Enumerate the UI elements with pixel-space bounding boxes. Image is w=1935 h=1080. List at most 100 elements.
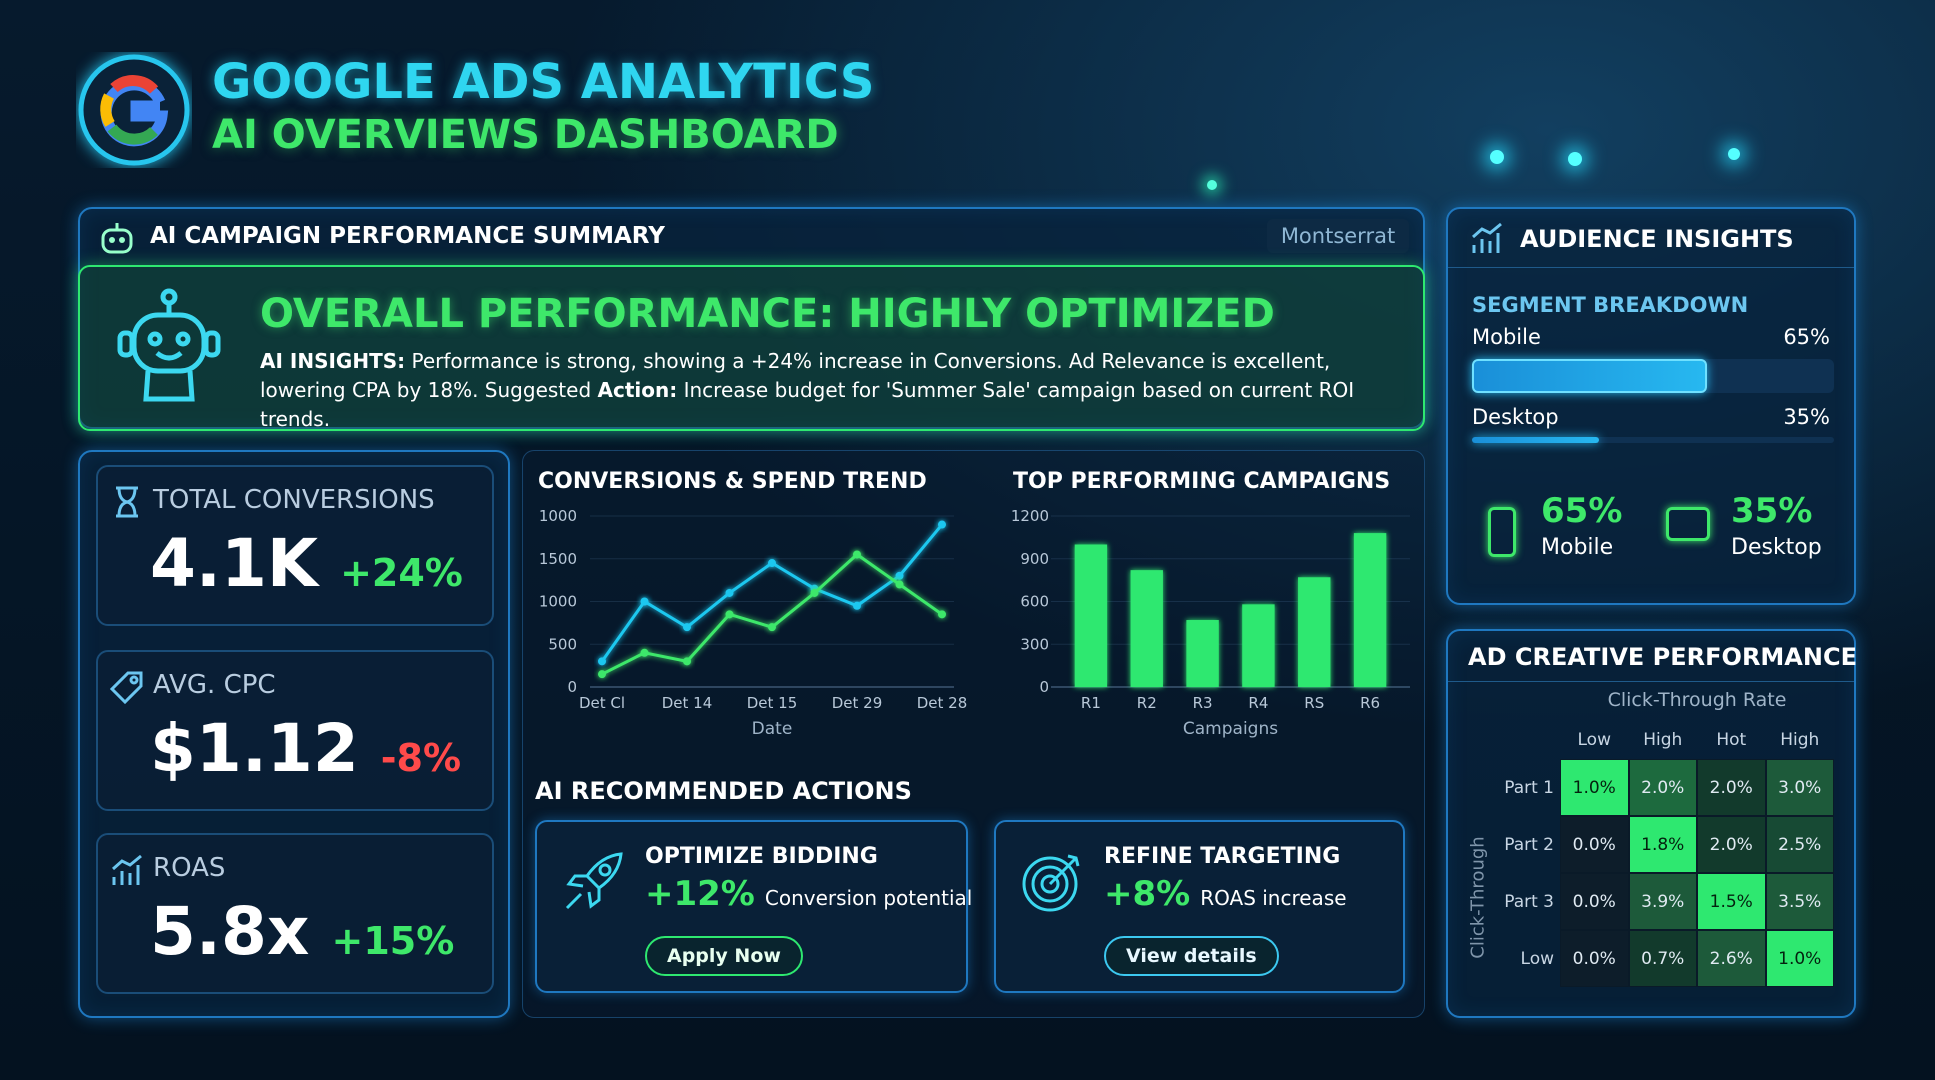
kpi-change: -8% — [380, 736, 462, 780]
action-metric-row: +8% ROAS increase — [1104, 874, 1347, 914]
bot-icon — [101, 223, 133, 254]
row-label: Part 3 — [1504, 891, 1554, 912]
y-tick-label: 1500 — [539, 550, 577, 568]
kpi-label: ROAS — [153, 853, 226, 883]
chart-title: TOP PERFORMING CAMPAIGNS — [1013, 469, 1390, 494]
row-label: Part 2 — [1504, 834, 1554, 855]
audience-title: AUDIENCE INSIGHTS — [1520, 225, 1794, 253]
heatmap-cell: 2.0% — [1628, 759, 1697, 816]
tag-icon — [110, 671, 143, 704]
insights: AI INSIGHTS: Performance is strong, show… — [260, 347, 1390, 434]
kpi-value: 5.8x — [150, 893, 310, 970]
y-tick-label: 0 — [567, 678, 577, 696]
bar — [1074, 544, 1108, 687]
action-card: OPTIMIZE BIDDING +12% Conversion potentia… — [535, 820, 972, 993]
heatmap-cell: 1.8% — [1628, 816, 1697, 873]
divider — [1448, 267, 1854, 268]
segment-title: SEGMENT BREAKDOWN — [1472, 293, 1749, 317]
divider — [1448, 681, 1854, 682]
audience-panel: AUDIENCE INSIGHTS SEGMENT BREAKDOWN Mobi… — [1446, 207, 1856, 605]
x-tick-label: R3 — [1193, 694, 1213, 712]
chart-icon — [1472, 222, 1502, 253]
kpi-value: $1.12 — [150, 710, 359, 787]
bar — [1186, 620, 1219, 687]
bar — [1242, 604, 1275, 687]
heatmap-cell: 0.0% — [1560, 873, 1629, 930]
data-point — [938, 520, 946, 529]
heatmap-cell: 3.9% — [1628, 873, 1697, 930]
data-point — [640, 597, 649, 606]
summary-panel: AI CAMPAIGN PERFORMANCE SUMMARY Montserr… — [78, 207, 1425, 431]
title: GOOGLE ADS ANALYTICS — [212, 54, 875, 110]
x-tick-label: R6 — [1360, 694, 1380, 712]
summary-title: AI CAMPAIGN PERFORMANCE SUMMARY — [150, 223, 665, 249]
device-icon — [1666, 507, 1710, 541]
heatmap-cell: 2.6% — [1697, 930, 1766, 987]
heatmap-cell: 1.0% — [1765, 930, 1834, 987]
decor-dot — [1207, 180, 1217, 190]
data-point — [853, 601, 861, 610]
apply-button[interactable]: Apply Now — [645, 936, 803, 976]
kpi-card: ROAS 5.8x +15% — [96, 833, 494, 994]
data-point — [598, 657, 606, 666]
kpi-value-row: $1.12 -8% — [150, 710, 461, 787]
chart-icon — [112, 854, 142, 885]
device-icon — [1488, 507, 1516, 557]
device-name: Mobile — [1541, 535, 1614, 560]
kpi-label: TOTAL CONVERSIONS — [153, 485, 435, 515]
y-tick-label: 600 — [1020, 593, 1049, 611]
action-metric: +12% — [645, 874, 755, 914]
google-logo — [78, 54, 190, 166]
data-point — [683, 657, 691, 666]
line-chart: CONVERSIONS & SPEND TREND 0 500 1000 1500 100… — [538, 469, 967, 739]
data-point — [853, 550, 861, 559]
x-tick-label: Det 29 — [832, 694, 883, 712]
heatmap-subtitle: Click-Through Rate — [1607, 689, 1787, 711]
x-tick-label: Det 14 — [662, 694, 713, 712]
action-title: OPTIMIZE BIDDING — [645, 844, 878, 869]
action-text: Increase budget for 'Summer Sale' campai… — [260, 378, 1355, 431]
data-point — [598, 670, 606, 679]
decor-dot — [1728, 148, 1740, 160]
insights-text: Performance is strong, showing a +24% in… — [260, 349, 1331, 402]
x-axis-label: Date — [752, 719, 793, 739]
segment-name: Mobile — [1472, 325, 1541, 349]
actions-title: AI RECOMMENDED ACTIONS — [535, 777, 912, 805]
details-button[interactable]: View details — [1104, 936, 1279, 976]
kpi-label: AVG. CPC — [153, 670, 276, 700]
x-tick-label: R2 — [1137, 694, 1157, 712]
column-label: High — [1643, 730, 1683, 750]
bar-chart: TOP PERFORMING CAMPAIGNS 0 300 600 900 1200 R1… — [1011, 469, 1410, 739]
font-tag: Montserrat — [1267, 219, 1409, 253]
action-description: Conversion potential — [764, 886, 973, 910]
robot-icon — [117, 288, 221, 402]
segment-name: Desktop — [1472, 405, 1559, 429]
heatmap-cell: 0.0% — [1560, 816, 1629, 873]
decor-dot — [1490, 150, 1504, 164]
bar — [1130, 570, 1163, 687]
data-point — [768, 623, 776, 632]
data-point — [768, 559, 776, 568]
segment-label: 65% — [1783, 325, 1830, 349]
column-label: High — [1780, 730, 1820, 750]
row-label: Low — [1520, 948, 1554, 969]
data-point — [683, 623, 691, 632]
device-name: Desktop — [1731, 535, 1822, 560]
action-metric-row: +12% Conversion potential — [645, 874, 972, 914]
data-point — [725, 588, 734, 597]
row-label: Part 1 — [1504, 777, 1554, 798]
series-line — [600, 523, 944, 663]
kpi-value-row: 5.8x +15% — [150, 893, 454, 970]
action-card: REFINE TARGETING +8% ROAS increase View d… — [994, 820, 1405, 993]
data-point — [640, 648, 649, 657]
bar — [1298, 577, 1331, 687]
column-label: Low — [1577, 730, 1611, 750]
kpi-panel: TOTAL CONVERSIONS 4.1K +24% AVG. CPC $1.1… — [78, 450, 510, 1018]
kpi-card: AVG. CPC $1.12 -8% — [96, 650, 494, 811]
y-tick-label: 1000 — [539, 593, 577, 611]
heatmap-title: AD CREATIVE PERFORMANCE — [1468, 643, 1857, 671]
chart-title: CONVERSIONS & SPEND TREND — [538, 469, 927, 494]
hourglass-icon — [116, 486, 138, 518]
action-label: Action: — [597, 378, 678, 402]
